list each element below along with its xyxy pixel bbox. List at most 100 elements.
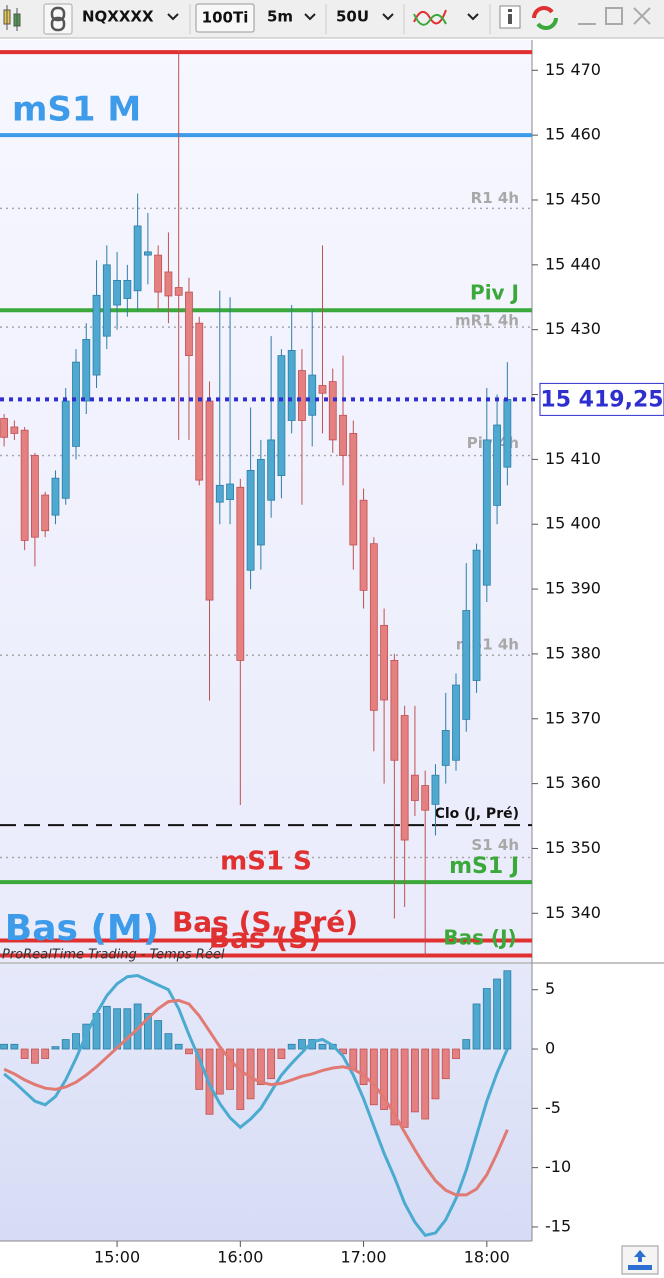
y-tick-label: -15 — [545, 1216, 571, 1235]
histogram-bar — [390, 1048, 399, 1126]
candle-body — [123, 279, 132, 299]
histogram-bar — [236, 1048, 245, 1110]
histogram-bar — [472, 1003, 481, 1050]
candle-body — [226, 483, 234, 500]
histogram-bar — [31, 1048, 39, 1064]
histogram-bar — [0, 1043, 9, 1050]
histogram-bar — [441, 1048, 450, 1080]
y-tick-label: 15 380 — [545, 643, 601, 662]
histogram-bar — [369, 1048, 378, 1106]
y-tick-label: 15 400 — [545, 514, 601, 533]
histogram-bar — [503, 970, 512, 1050]
histogram-bar — [215, 1048, 224, 1095]
units-box[interactable] — [195, 3, 255, 33]
y-tick-label: 15 470 — [545, 60, 601, 79]
dropdown-arrow[interactable] — [382, 13, 394, 21]
candle-body — [236, 486, 245, 661]
histogram-bar — [359, 1048, 368, 1086]
histogram-bar — [10, 1043, 19, 1050]
count-dropdown[interactable]: 50U — [336, 8, 369, 26]
histogram-bar — [400, 1048, 409, 1128]
candle-body — [143, 251, 152, 256]
candle-body — [174, 287, 183, 296]
dropdown-arrow[interactable] — [467, 13, 479, 21]
histogram-bar — [102, 1005, 111, 1050]
annotation: Bas (M) — [5, 908, 159, 949]
window-controls[interactable] — [578, 7, 651, 25]
symbol-dropdown[interactable]: NQXXXX — [82, 8, 154, 26]
dropdown-arrow[interactable] — [304, 13, 316, 21]
candle-body — [51, 477, 60, 516]
histogram-bar — [61, 1039, 70, 1050]
histogram-bar — [482, 988, 491, 1050]
candle-body — [411, 774, 419, 801]
scroll-bar-icon[interactable] — [628, 1265, 652, 1270]
candle-body — [359, 499, 368, 591]
candle-icon[interactable] — [3, 5, 21, 31]
candle-body — [31, 455, 39, 538]
candle-body — [113, 279, 121, 306]
histogram-bar — [246, 1048, 255, 1100]
info-icon[interactable] — [499, 5, 521, 29]
level-label: mS1 4h — [456, 636, 519, 654]
units-button[interactable]: 100Ti — [202, 9, 249, 27]
annotation: Bas (J) — [443, 926, 516, 950]
candle-body — [41, 494, 50, 532]
candle-body — [493, 424, 501, 506]
y-tick-label: 15 340 — [545, 903, 601, 922]
candle-body — [400, 715, 409, 841]
indicator-icon[interactable] — [413, 9, 447, 26]
candle-body — [92, 294, 101, 376]
dropdown-arrow[interactable] — [167, 13, 179, 21]
x-tick-label: 15:00 — [94, 1248, 140, 1267]
y-tick-label: 15 450 — [545, 189, 601, 208]
histogram-bar — [411, 1048, 419, 1113]
y-tick-label: 0 — [545, 1039, 555, 1058]
histogram-bar — [452, 1048, 460, 1059]
timeframe-dropdown[interactable]: 5m — [267, 8, 293, 26]
candle-body — [431, 774, 440, 805]
candle-body — [267, 439, 276, 501]
histogram-bar — [256, 1048, 265, 1086]
candle-body — [349, 433, 358, 546]
histogram-bar — [421, 1048, 430, 1120]
histogram-bar — [143, 1013, 152, 1050]
scroll-arrow[interactable] — [634, 1250, 646, 1262]
link-icon[interactable] — [43, 3, 73, 35]
watermark: ProRealTime Trading - Temps Réel — [2, 948, 225, 963]
toolbar — [0, 0, 664, 38]
histogram-bar — [185, 1048, 193, 1055]
histogram-bar — [493, 978, 501, 1050]
level-label: R1 4h — [471, 189, 519, 207]
level-label: mS1 M — [12, 90, 141, 130]
candle-body — [339, 414, 347, 456]
level-label: Piv J — [470, 281, 519, 305]
candle-body — [256, 458, 265, 546]
indicator-line — [3, 998, 509, 1197]
histogram-bar — [277, 1048, 286, 1059]
candle-body — [205, 400, 214, 601]
candle-body — [298, 370, 306, 421]
histogram-bar — [154, 1020, 163, 1050]
candle-body — [380, 624, 389, 701]
candle-body — [133, 225, 142, 292]
level-label: S1 4h — [471, 836, 519, 854]
histogram-bar — [164, 1033, 173, 1050]
level-label: Bas (S, Pré) — [172, 906, 358, 939]
level-label: Bas (S) — [209, 921, 321, 954]
x-tick-label: 16:00 — [217, 1248, 263, 1267]
candle-body — [10, 426, 19, 434]
candle-body — [82, 339, 91, 402]
y-tick-label: 5 — [545, 979, 555, 998]
candle-body — [195, 322, 204, 481]
refresh-icon[interactable] — [532, 6, 558, 30]
histogram-bar — [113, 1008, 121, 1050]
x-tick-label: 18:00 — [464, 1248, 510, 1267]
histogram-bar — [298, 1039, 306, 1050]
histogram-bar — [318, 1043, 327, 1050]
y-tick-label: -10 — [545, 1157, 571, 1176]
y-tick-label: 15 460 — [545, 125, 601, 144]
level-label: mR1 4h — [455, 312, 519, 330]
indicator-line — [3, 973, 509, 1237]
